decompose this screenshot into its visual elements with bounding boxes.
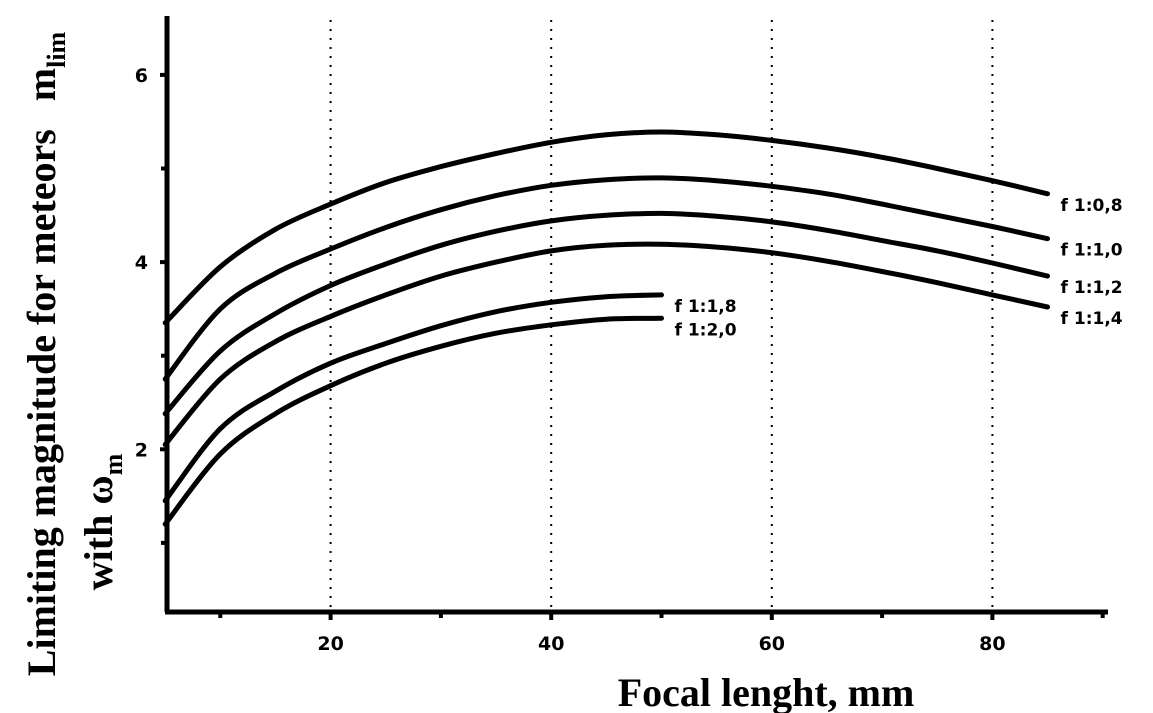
series-labels: f 1:0,8 f 1:1,0 f 1:1,2 f 1:1,4 f 1:1,8 f 1:2… xyxy=(675,196,1123,340)
series-line-2 xyxy=(162,175,1050,382)
series-label-1: f 1:0,8 xyxy=(1061,196,1123,216)
x-tick-label-60: 60 xyxy=(759,633,785,655)
x-tick-label-20: 20 xyxy=(317,633,343,655)
y-axis-title-subscript: lim xyxy=(42,31,71,67)
y-tick-label-4: 4 xyxy=(135,252,148,274)
y-axis-title-line2-text: with xyxy=(76,505,121,591)
x-tick-label-40: 40 xyxy=(538,633,564,655)
series-line-4 xyxy=(162,241,1050,448)
series-line-1 xyxy=(162,129,1050,326)
x-tick-label-80: 80 xyxy=(979,633,1005,655)
y-axis-title-symbol: m xyxy=(19,68,64,101)
series-label-2: f 1:1,0 xyxy=(1061,241,1123,261)
series-label-5: f 1:1,8 xyxy=(675,297,737,317)
y-tick-label-6: 6 xyxy=(135,65,148,87)
series-label-4: f 1:1,4 xyxy=(1061,309,1123,329)
series-line-5 xyxy=(162,292,664,504)
series-label-3: f 1:1,2 xyxy=(1061,278,1123,298)
y-axis-title-line2-symbol: ω xyxy=(76,475,121,504)
series-line-3 xyxy=(162,210,1050,417)
axes xyxy=(164,16,1108,615)
y-axis-title-text: Limiting magnitude for meteors xyxy=(19,129,64,676)
y-axis-title-line1: Limiting magnitude for meteors mlim xyxy=(19,31,71,676)
y-tick-label-2: 2 xyxy=(135,439,148,461)
series-line-6 xyxy=(162,315,664,527)
y-axis-title-line2-subscript: m xyxy=(99,453,128,475)
y-axis-title-line2: with ωm xyxy=(76,453,128,590)
x-axis-title: Focal lenght, mm xyxy=(618,670,915,713)
ticks: 20 40 60 80 2 4 6 xyxy=(135,65,1105,655)
series-lines xyxy=(162,129,1050,527)
series-label-6: f 1:2,0 xyxy=(675,320,737,340)
